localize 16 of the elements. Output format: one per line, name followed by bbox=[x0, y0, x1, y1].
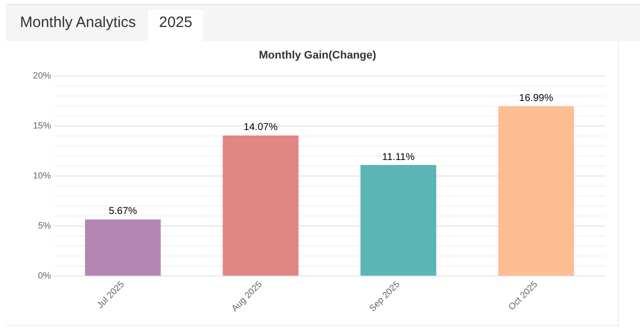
y-tick-label: 0% bbox=[38, 270, 52, 281]
data-label: 16.99% bbox=[519, 93, 554, 104]
text: Monthly Analytics bbox=[20, 14, 136, 31]
y-tick-label: 15% bbox=[33, 120, 52, 131]
bar bbox=[498, 106, 574, 276]
y-tick-label: 20% bbox=[33, 70, 52, 81]
bar bbox=[85, 219, 161, 276]
chart-title: Monthly Gain(Change) bbox=[258, 50, 376, 62]
bar bbox=[222, 135, 299, 276]
text: 2025 bbox=[148, 10, 204, 41]
data-label: 5.67% bbox=[108, 206, 138, 218]
y-tick-label: 5% bbox=[38, 220, 52, 231]
y-tick-label: 10% bbox=[33, 170, 52, 181]
data-label: 14.07% bbox=[244, 122, 278, 134]
bar bbox=[360, 165, 436, 276]
data-label: 11.11% bbox=[382, 152, 415, 163]
